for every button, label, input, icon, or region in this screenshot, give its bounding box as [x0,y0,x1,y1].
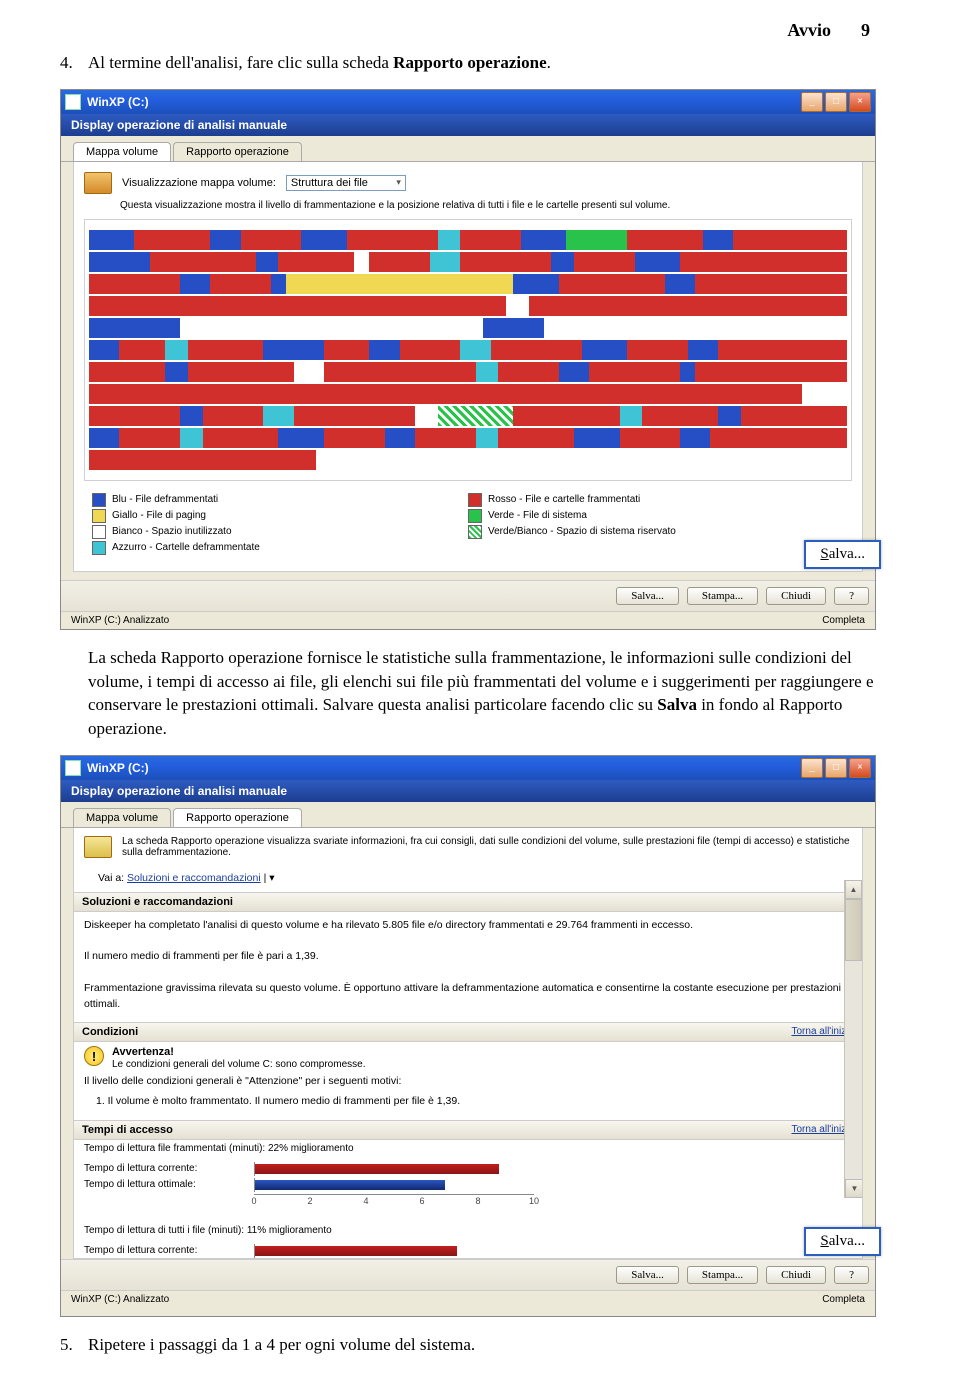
page-header: Avvio9 [60,20,900,41]
tab-rapporto-operazione[interactable]: Rapporto operazione [173,142,302,161]
window-title: WinXP (C:) [87,761,799,775]
salva-button[interactable]: Salva... [616,1266,679,1284]
status-bar: WinXP (C:) AnalizzatoCompleta [61,1290,875,1308]
dialog-title: Display operazione di analisi manuale [61,780,875,802]
chart2-title: Tempo di lettura di tutti i file (minuti… [74,1222,862,1238]
section-soluzioni: Soluzioni e raccomandazioni [74,892,862,912]
maximize-button[interactable]: □ [825,92,847,112]
close-button[interactable]: × [849,758,871,778]
tab-row: Mappa volume Rapporto operazione [61,136,875,162]
maximize-button[interactable]: □ [825,758,847,778]
chiudi-button[interactable]: Chiudi [766,587,826,605]
vertical-scrollbar[interactable]: ▲ ▼ [844,880,862,1198]
app-icon [65,760,81,776]
report-desc: La scheda Rapporto operazione visualizza… [122,836,852,858]
chiudi-button[interactable]: Chiudi [766,1266,826,1284]
sol-text: Diskeeper ha completato l'analisi di que… [74,912,862,1019]
warning-block: ! Avvertenza!Le condizioni generali del … [74,1042,862,1074]
window-title: WinXP (C:) [87,95,799,109]
button-row: Salva... Stampa... Chiudi ? [61,1259,875,1290]
stampa-button[interactable]: Stampa... [687,1266,758,1284]
map-note: Questa visualizzazione mostra il livello… [120,200,852,211]
status-bar: WinXP (C:) AnalizzatoCompleta [61,611,875,629]
legend-item: Rosso - File e cartelle frammentati [468,493,844,507]
window-rapporto: WinXP (C:) _ □ × Display operazione di a… [60,755,876,1317]
report-icon [84,836,112,858]
legend-item: Azzurro - Cartelle deframmentate [92,541,468,555]
help-button[interactable]: ? [834,587,869,605]
dialog-title: Display operazione di analisi manuale [61,114,875,136]
titlebar[interactable]: WinXP (C:) _ □ × [61,90,875,114]
chart-all-files: Tempo di lettura corrente:Tempo di lettu… [74,1238,862,1259]
minimize-button[interactable]: _ [801,758,823,778]
section-condizioni: CondizioniTorna all'inizio [74,1022,862,1042]
panel-mappa: Visualizzazione mappa volume: Struttura … [73,162,863,572]
step-5-text: 5.Ripetere i passaggi da 1 a 4 per ogni … [60,1333,900,1357]
minimize-button[interactable]: _ [801,92,823,112]
tab-rapporto-operazione[interactable]: Rapporto operazione [173,808,302,827]
chart1-title: Tempo di lettura file frammentati (minut… [74,1140,862,1156]
goto-line: Vai a: Soluzioni e raccomandazioni | ▾ [74,868,862,888]
salva-callout: Salva... [804,540,881,569]
tab-mappa-volume[interactable]: Mappa volume [73,142,171,161]
step-4-explanation: La scheda Rapporto operazione fornisce l… [88,646,900,741]
goto-link[interactable]: Soluzioni e raccomandazioni [127,872,261,884]
app-icon [65,94,81,110]
scroll-up-button[interactable]: ▲ [845,880,862,899]
panel-rapporto: La scheda Rapporto operazione visualizza… [73,828,863,1259]
close-button[interactable]: × [849,92,871,112]
legend-item: Verde/Bianco - Spazio di sistema riserva… [468,525,844,539]
tab-mappa-volume[interactable]: Mappa volume [73,808,171,827]
salva-callout: Salva... [804,1227,881,1256]
map-label: Visualizzazione mappa volume: [122,177,276,189]
scroll-down-button[interactable]: ▼ [845,1179,863,1198]
legend-item: Blu - File deframmentati [92,493,468,507]
stampa-button[interactable]: Stampa... [687,587,758,605]
volume-icon [84,172,112,194]
volume-fragmentation-map [84,219,852,481]
legend-item: Verde - File di sistema [468,509,844,523]
scroll-thumb[interactable] [845,899,862,961]
help-button[interactable]: ? [834,1266,869,1284]
map-view-combo[interactable]: Struttura dei file [286,175,406,191]
step-4-text: 4.Al termine dell'analisi, fare clic sul… [60,51,900,75]
warning-icon: ! [84,1046,104,1066]
legend-item: Giallo - File di paging [92,509,468,523]
button-row: Salva... Stampa... Chiudi ? [61,580,875,611]
legend: Blu - File deframmentati Giallo - File di… [84,487,852,561]
salva-button[interactable]: Salva... [616,587,679,605]
tab-row: Mappa volume Rapporto operazione [61,802,875,828]
chart-frag-files: Tempo di lettura corrente:Tempo di lettu… [74,1156,862,1222]
window-mappa-volume: WinXP (C:) _ □ × Display operazione di a… [60,89,876,630]
legend-item: Bianco - Spazio inutilizzato [92,525,468,539]
titlebar[interactable]: WinXP (C:) _ □ × [61,756,875,780]
section-tempi: Tempi di accessoTorna all'inizio [74,1120,862,1140]
